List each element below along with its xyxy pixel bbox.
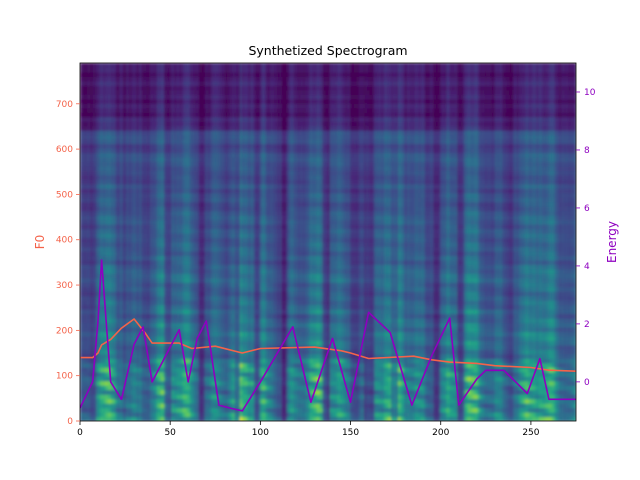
x-tick-label: 0	[77, 428, 83, 438]
energy-axis: 0 2 4 6 8 10	[576, 88, 596, 388]
f0-tick-label: 500	[56, 190, 73, 200]
plot-frame	[79, 62, 577, 422]
f0-tick-label: 600	[56, 145, 73, 155]
x-tick-label: 250	[522, 428, 539, 438]
x-tick-label: 200	[432, 428, 449, 438]
energy-line	[80, 259, 576, 412]
f0-tick-label: 300	[56, 281, 73, 291]
energy-tick-label: 2	[584, 320, 590, 330]
x-tick-label: 100	[252, 428, 269, 438]
spectrogram-heatmap	[80, 63, 576, 421]
f0-tick-label: 700	[56, 100, 73, 110]
f0-tick-label: 0	[67, 417, 73, 427]
x-tick-label: 150	[342, 428, 359, 438]
chart-title: Synthetized Spectrogram	[248, 43, 407, 58]
energy-tick-label: 4	[584, 262, 590, 272]
f0-line	[80, 318, 576, 372]
f0-tick-label: 400	[56, 236, 73, 246]
energy-tick-label: 8	[584, 146, 590, 156]
energy-tick-label: 10	[584, 88, 596, 98]
x-axis: 0 50 100 150 200 250	[77, 421, 540, 438]
x-tick-label: 50	[164, 428, 176, 438]
energy-tick-label: 0	[584, 378, 590, 388]
f0-tick-label: 100	[56, 372, 73, 382]
energy-axis-label: Energy	[605, 221, 619, 263]
f0-axis: 0 100 200 300 400 500 600 700	[56, 100, 80, 427]
energy-tick-label: 6	[584, 204, 590, 214]
f0-axis-label: F0	[33, 235, 47, 250]
f0-tick-label: 200	[56, 326, 73, 336]
